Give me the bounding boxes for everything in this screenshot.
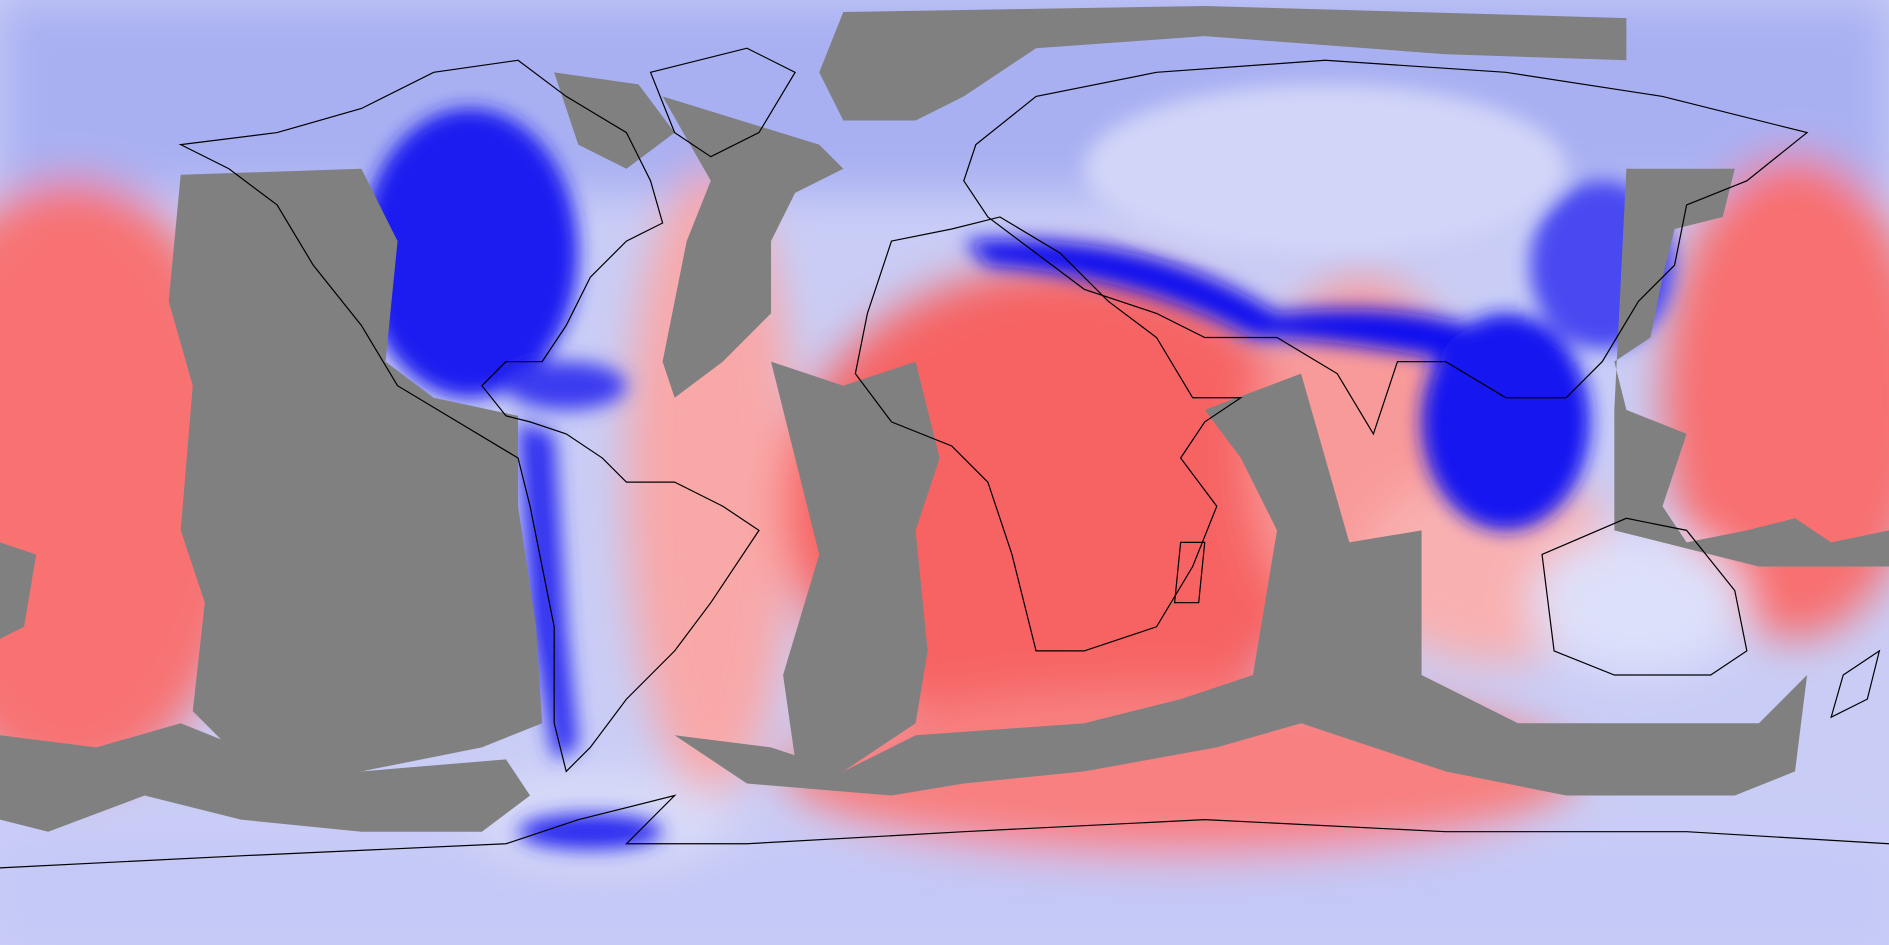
mask-west-pacific <box>1614 168 1889 567</box>
mask-south-pacific <box>0 723 531 832</box>
mask-indian-ocean <box>1204 373 1808 796</box>
coast-australia <box>1541 517 1748 676</box>
masked-regions <box>0 6 1889 832</box>
coast-new-zealand <box>1830 649 1881 719</box>
mask-east-pacific <box>168 168 543 772</box>
cold-gulf <box>505 361 627 410</box>
coast-eurasia <box>963 59 1809 436</box>
mask-south-atlantic <box>771 361 940 772</box>
cold-cores <box>361 84 1675 850</box>
mask-labrador <box>554 72 675 169</box>
coast-africa <box>854 216 1243 652</box>
mask-southern-gap <box>674 675 1302 796</box>
cold-peninsula <box>518 813 663 850</box>
south-band <box>0 843 1889 945</box>
cold-andes <box>518 421 579 760</box>
warm-pacific-east <box>1662 156 1889 639</box>
coastlines <box>0 47 1889 869</box>
coast-antarctica <box>0 794 1889 869</box>
mask-arctic <box>819 6 1627 121</box>
coast-greenland <box>649 47 796 158</box>
coast-madagascar <box>1173 541 1206 604</box>
cold-eurasia-band <box>963 239 1470 362</box>
cold-southeast-asia <box>1421 313 1591 531</box>
coast-americas <box>178 59 760 773</box>
cold-north-america <box>361 108 579 398</box>
cool-australia <box>1529 530 1747 675</box>
mask-north-atlantic <box>662 96 844 398</box>
mask-edge-west <box>0 542 37 639</box>
cool-siberia <box>1084 84 1567 254</box>
